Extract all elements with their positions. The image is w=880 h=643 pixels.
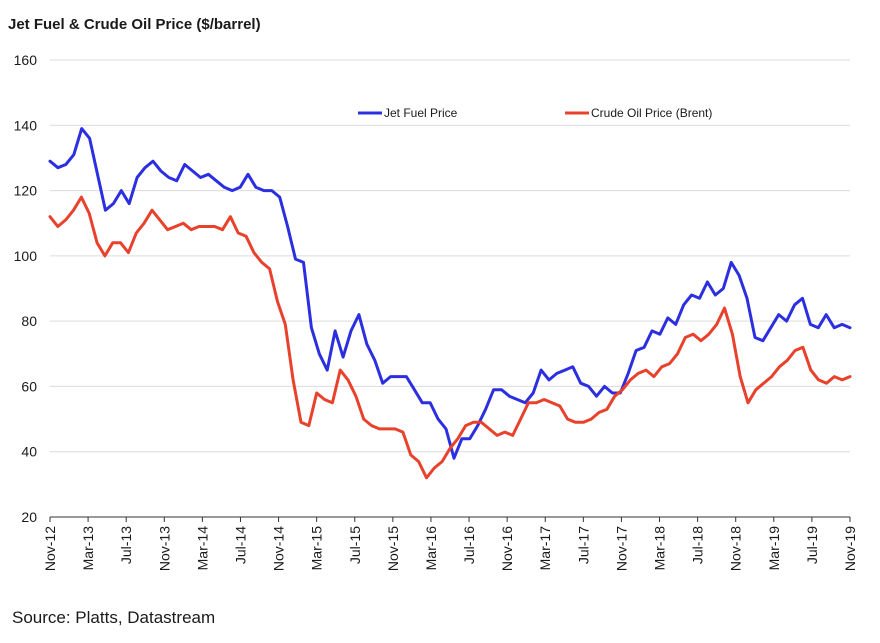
x-tick-label: Nov-16 — [499, 526, 515, 571]
x-tick-label: Jul-17 — [575, 526, 591, 564]
y-tick-label: 20 — [21, 509, 37, 525]
axes: 20 40 60 80 100 120 140 160 Nov-12 Mar-13 Jul-13 No… — [14, 52, 858, 571]
x-tick-label: Nov-13 — [156, 526, 172, 571]
x-tick-label: Nov-14 — [271, 526, 287, 571]
x-tick-label: Mar-15 — [309, 526, 325, 571]
x-tick-label: Nov-19 — [842, 526, 858, 571]
x-tick-label: Mar-13 — [80, 526, 96, 571]
x-tick-label: Jul-15 — [347, 526, 363, 564]
x-tick-label: Jul-13 — [118, 526, 134, 564]
x-tick-label: Mar-17 — [537, 526, 553, 571]
x-tick-label: Jul-16 — [461, 526, 477, 564]
x-tick-label: Nov-12 — [42, 526, 58, 571]
series-line-jet-fuel — [48, 127, 852, 460]
x-tick-label: Mar-18 — [652, 526, 668, 571]
x-tick-label: Nov-18 — [728, 526, 744, 571]
y-tick-label: 60 — [21, 378, 37, 394]
chart-source: Source: Platts, Datastream — [12, 608, 216, 627]
legend: Jet Fuel Price Crude Oil Price (Brent) — [358, 106, 712, 120]
x-tick-label: Jul-19 — [804, 526, 820, 564]
x-tick-label: Nov-17 — [613, 526, 629, 571]
y-tick-label: 100 — [14, 248, 38, 264]
x-tick-label: Mar-19 — [766, 526, 782, 571]
y-tick-label: 40 — [21, 444, 37, 460]
legend-label: Jet Fuel Price — [384, 106, 458, 120]
x-tick-label: Jul-14 — [232, 526, 248, 564]
series-line-crude-oil — [48, 195, 852, 480]
y-tick-label: 140 — [14, 117, 38, 133]
y-tick-label: 160 — [14, 52, 38, 68]
series-lines — [48, 127, 852, 480]
x-tick-label: Mar-14 — [194, 526, 210, 571]
x-tick-label: Mar-16 — [423, 526, 439, 571]
x-tick-label: Nov-15 — [385, 526, 401, 571]
x-tick-label: Jul-18 — [690, 526, 706, 564]
y-tick-label: 120 — [14, 183, 38, 199]
chart-title: Jet Fuel & Crude Oil Price ($/barrel) — [8, 16, 261, 33]
legend-label: Crude Oil Price (Brent) — [591, 106, 712, 120]
y-tick-label: 80 — [21, 313, 37, 329]
